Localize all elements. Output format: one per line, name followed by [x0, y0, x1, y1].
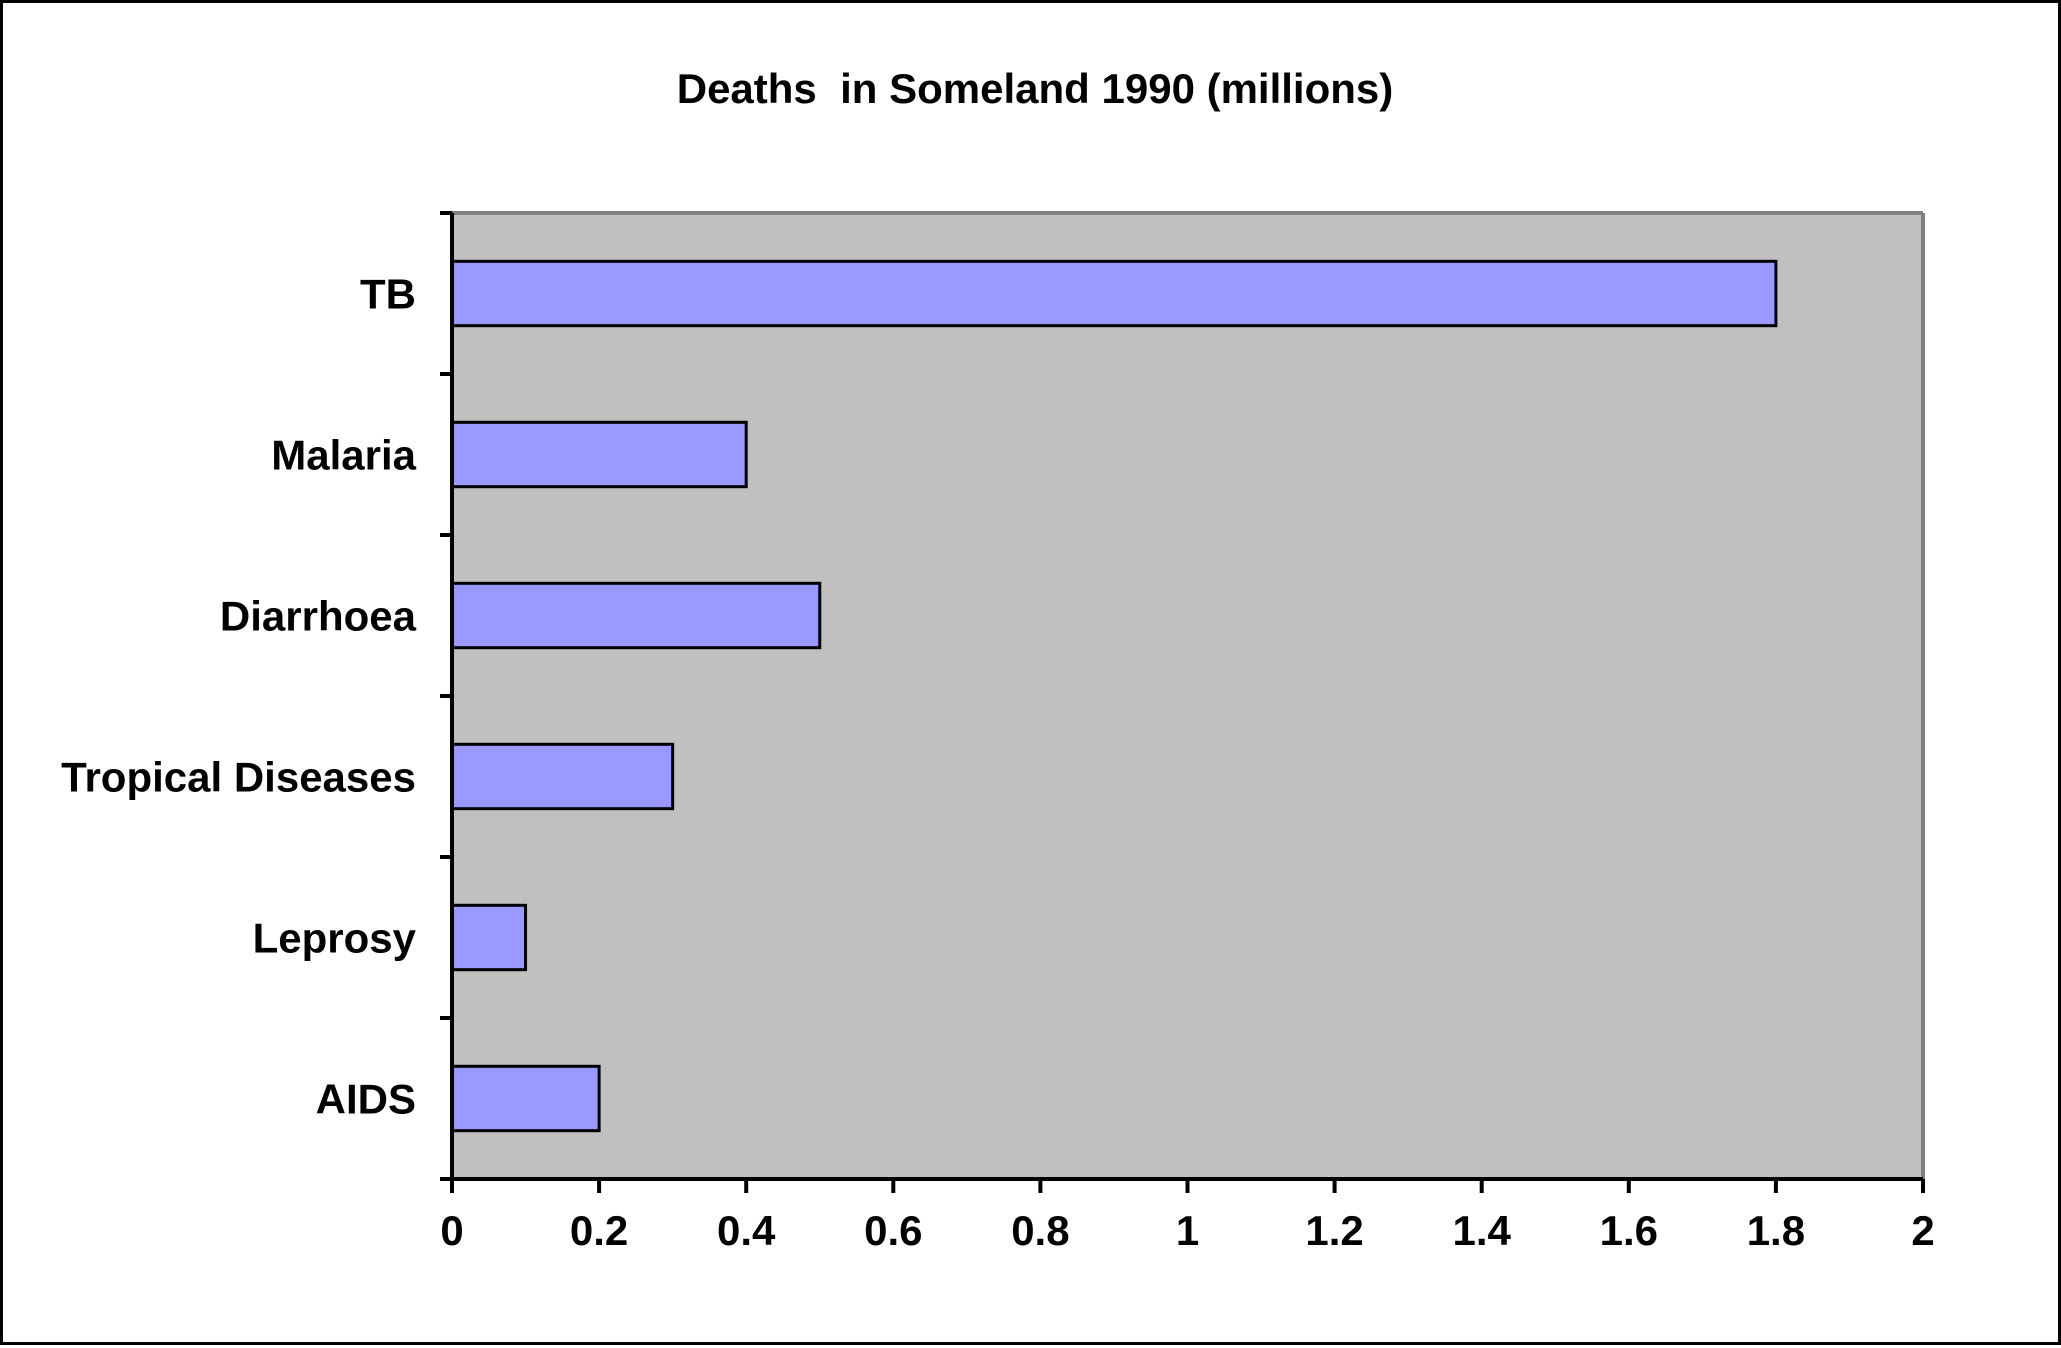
x-tick-label-0-6: 0.6	[864, 1207, 922, 1254]
x-tick-label-1-8: 1.8	[1747, 1207, 1805, 1254]
bar-tb	[450, 259, 1778, 328]
bar-diarrhoea	[450, 581, 822, 650]
x-tick-label-0-4: 0.4	[717, 1207, 776, 1254]
chart-svg: Deaths in Someland 1990 (millions) TB Mal…	[61, 65, 1935, 1255]
category-label-leprosy: Leprosy	[253, 915, 417, 962]
bar-leprosy	[450, 903, 528, 972]
bar-malaria	[450, 420, 748, 489]
x-tick-label-0: 0	[440, 1207, 463, 1254]
chart-title: Deaths in Someland 1990 (millions)	[677, 65, 1394, 112]
x-tick-label-1-2: 1.2	[1305, 1207, 1363, 1254]
x-tick-label-1-6: 1.6	[1600, 1207, 1658, 1254]
x-tick-label-2: 2	[1911, 1207, 1934, 1254]
bars-layer	[450, 259, 1778, 1133]
plot-area	[452, 213, 1923, 1179]
category-label-tb: TB	[360, 271, 416, 318]
category-label-diarrhoea: Diarrhoea	[220, 593, 417, 640]
category-label-tropical-diseases: Tropical Diseases	[61, 754, 416, 801]
category-label-malaria: Malaria	[271, 432, 416, 479]
x-tick-label-1-4: 1.4	[1453, 1207, 1512, 1254]
x-tick-label-1: 1	[1176, 1207, 1199, 1254]
bar-aids	[450, 1064, 601, 1133]
category-label-aids: AIDS	[316, 1076, 416, 1123]
x-tick-label-0-8: 0.8	[1011, 1207, 1069, 1254]
bar-tropical-diseases	[450, 742, 675, 811]
axes-layer	[440, 211, 1925, 1193]
labels-layer: TB Malaria Diarrhoea Tropical Diseases Lepro…	[61, 271, 1935, 1255]
x-tick-label-0-2: 0.2	[570, 1207, 628, 1254]
